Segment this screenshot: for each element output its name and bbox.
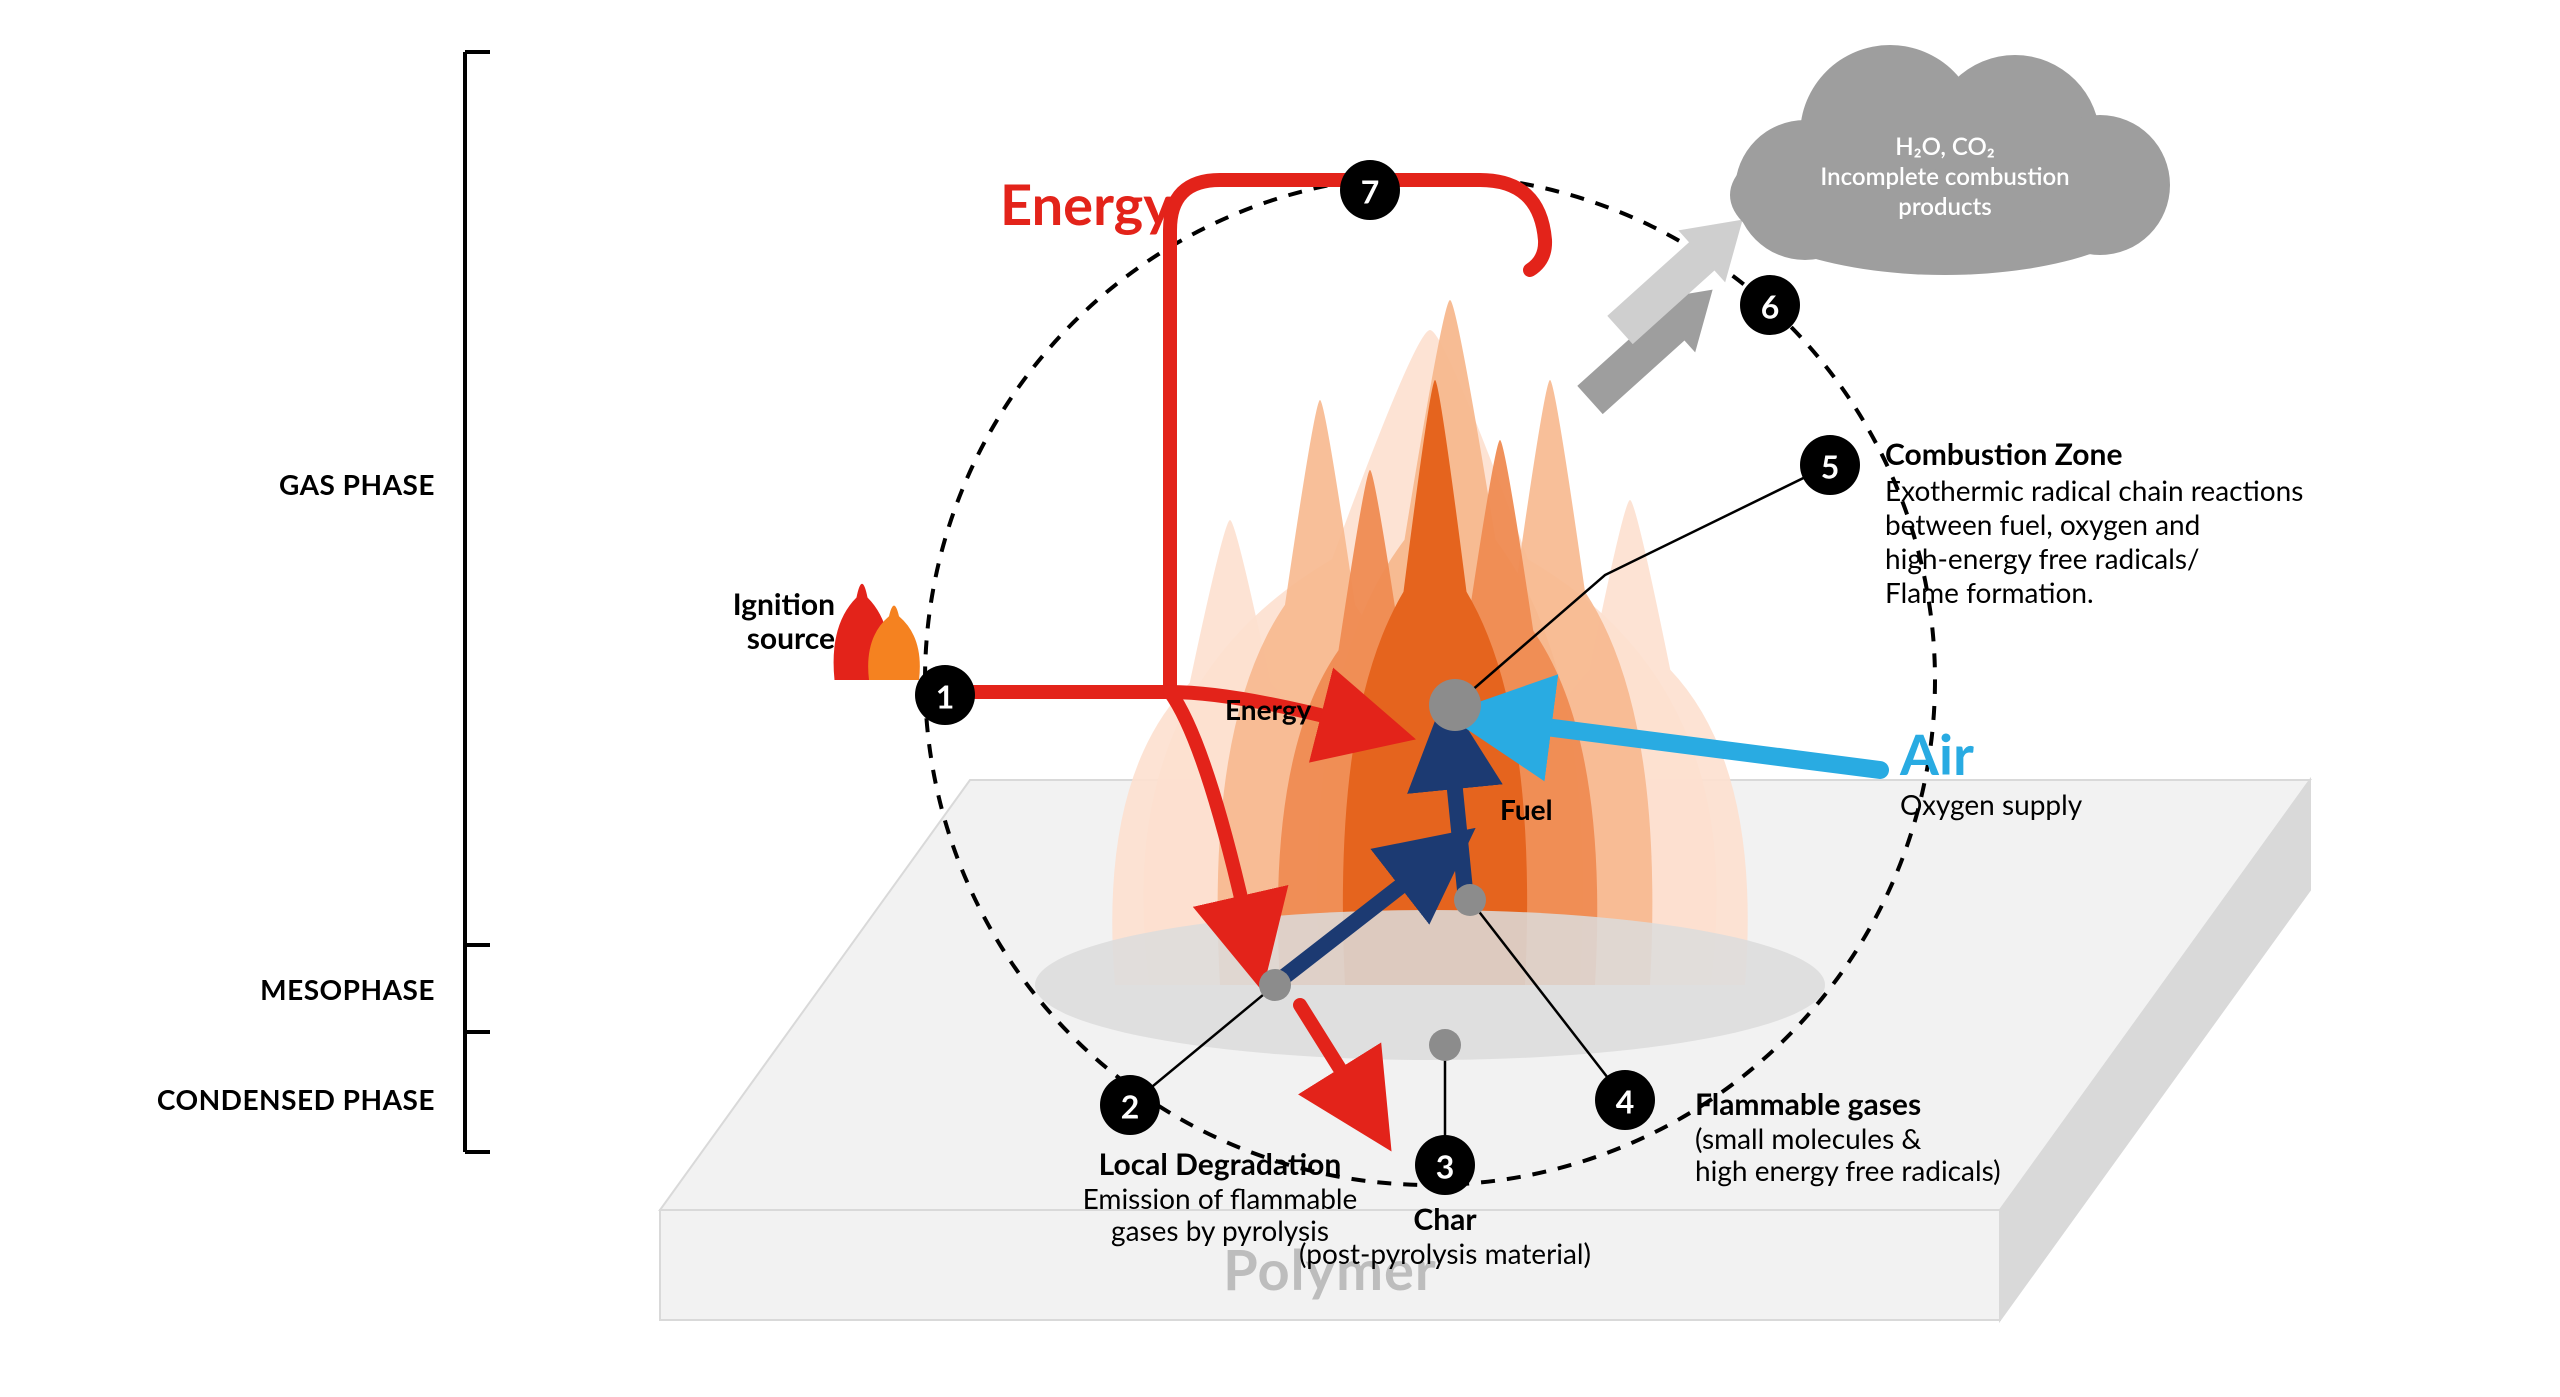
mesophase-ellipse [1035, 910, 1825, 1060]
svg-text:Char: Char [1413, 1201, 1477, 1237]
svg-text:Energy: Energy [1000, 170, 1173, 237]
ignition-flame-icon [834, 584, 920, 680]
svg-text:Air: Air [1899, 720, 1974, 787]
svg-text:5: 5 [1821, 447, 1840, 486]
svg-text:6: 6 [1761, 287, 1780, 326]
flame-graphic [1112, 300, 1747, 985]
svg-text:Emission of flammable: Emission of flammable [1083, 1181, 1358, 1215]
phase-label-gas: GAS PHASE [279, 467, 435, 501]
svg-text:Energy: Energy [1225, 692, 1312, 726]
svg-text:(post-pyrolysis material): (post-pyrolysis material) [1299, 1236, 1591, 1270]
phase-label-meso: MESOPHASE [260, 972, 435, 1006]
svg-text:Ignition: Ignition [733, 586, 835, 622]
svg-text:Oxygen supply: Oxygen supply [1900, 787, 2083, 821]
smoke-arrows [1577, 220, 1742, 415]
svg-text:high-energy free radicals/: high-energy free radicals/ [1885, 541, 2200, 575]
svg-text:source: source [747, 620, 835, 656]
svg-text:(small molecules &: (small molecules & [1695, 1121, 1921, 1155]
svg-text:H₂O, CO₂: H₂O, CO₂ [1895, 132, 1995, 161]
svg-text:between fuel, oxygen and: between fuel, oxygen and [1885, 507, 2200, 541]
svg-text:Local Degradation: Local Degradation [1099, 1146, 1342, 1182]
svg-text:1: 1 [936, 677, 955, 716]
svg-text:4: 4 [1616, 1082, 1635, 1121]
phase-bracket [465, 52, 490, 1152]
products-cloud: H₂O, CO₂Incomplete combustionproducts [1730, 45, 2170, 275]
svg-text:Combustion Zone: Combustion Zone [1885, 436, 2122, 472]
combustion-diagram: GAS PHASE MESOPHASE CONDENSED PHASE Poly… [0, 0, 2560, 1397]
svg-text:Incomplete combustion: Incomplete combustion [1820, 162, 2069, 191]
svg-text:7: 7 [1361, 172, 1380, 211]
svg-text:high energy free radicals): high energy free radicals) [1695, 1153, 2001, 1187]
svg-text:gases by pyrolysis: gases by pyrolysis [1111, 1213, 1329, 1247]
svg-text:products: products [1898, 192, 1991, 221]
svg-text:Exothermic radical chain react: Exothermic radical chain reactions [1885, 473, 2303, 507]
phase-label-condensed: CONDENSED PHASE [157, 1082, 435, 1116]
svg-text:Flame formation.: Flame formation. [1885, 575, 2094, 609]
svg-text:2: 2 [1121, 1087, 1140, 1126]
svg-text:Flammable gases: Flammable gases [1695, 1086, 1921, 1122]
svg-text:Fuel: Fuel [1500, 792, 1553, 826]
svg-text:3: 3 [1436, 1147, 1455, 1186]
